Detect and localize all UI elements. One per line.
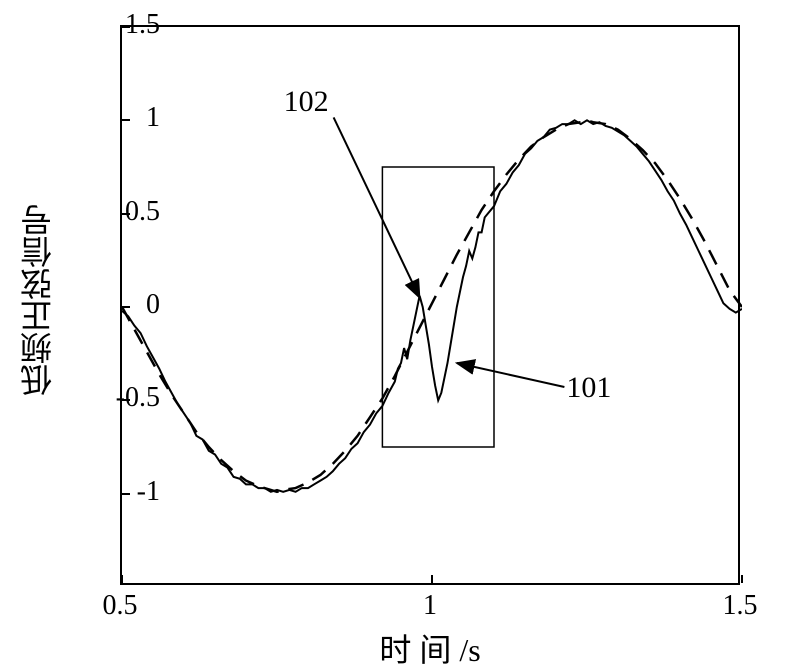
annotation-arrow-101 [457,363,565,387]
chart-container: 0.511.5102101 [120,25,740,585]
annotation-label-102: 102 [284,85,329,119]
x-tick-label: 1 [423,590,437,622]
y-tick-label: -0.5 [116,382,160,414]
y-tick-label: 1 [146,102,160,134]
y-tick-label: 1.5 [125,9,160,41]
x-tick-label: 0.5 [103,590,138,622]
annotation-arrow-102 [334,117,420,297]
y-tick-label: 0 [146,289,160,321]
x-tick [431,575,433,583]
chart-svg [122,27,742,587]
plot-area [120,25,740,585]
y-tick-label: 0.5 [125,196,160,228]
x-axis-label-text: 时 间 [379,632,451,668]
y-axis-label: 低频正弦信号 [15,204,61,396]
y-tick [122,493,130,495]
series-dashed [122,120,742,491]
x-axis-label-unit: /s [459,632,480,668]
y-tick [122,306,130,308]
highlight-box [382,167,494,447]
series-solid [122,120,742,491]
annotation-label-101: 101 [566,371,611,405]
x-tick-label: 1.5 [723,590,758,622]
x-tick [741,575,743,583]
y-tick [122,119,130,121]
y-tick-label: -1 [137,476,160,508]
x-axis-label: 时 间 /s [379,625,480,671]
x-tick [121,575,123,583]
